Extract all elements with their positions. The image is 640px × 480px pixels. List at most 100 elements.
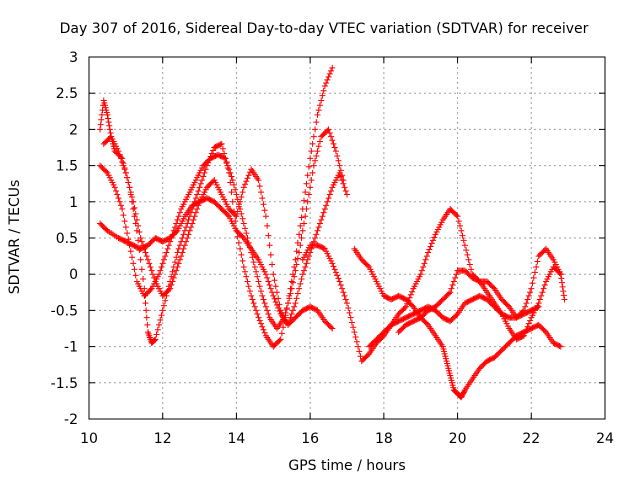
data-point xyxy=(218,140,225,147)
data-point xyxy=(148,267,155,274)
data-point xyxy=(431,234,438,241)
data-point xyxy=(251,263,258,270)
data-point xyxy=(116,151,123,158)
data-point xyxy=(325,126,332,133)
data-point xyxy=(162,297,169,304)
data-point xyxy=(305,163,312,170)
data-point xyxy=(345,304,352,311)
data-point xyxy=(275,295,282,302)
data-point xyxy=(319,92,326,99)
data-point xyxy=(126,184,133,191)
data-point xyxy=(524,296,531,303)
data-point xyxy=(253,268,260,275)
data-point xyxy=(191,213,198,220)
data-point xyxy=(264,307,271,314)
data-point xyxy=(402,303,409,310)
data-point xyxy=(162,253,169,260)
data-point xyxy=(240,184,247,191)
data-point xyxy=(559,279,565,286)
data-point xyxy=(129,193,135,200)
data-point xyxy=(520,332,527,339)
data-point xyxy=(323,202,330,209)
data-point xyxy=(143,253,150,260)
data-point xyxy=(173,254,180,261)
data-point xyxy=(404,300,411,307)
data-point xyxy=(468,266,475,273)
data-point xyxy=(289,307,296,314)
data-point xyxy=(262,271,269,278)
data-point xyxy=(422,256,429,263)
data-point xyxy=(453,212,460,219)
data-point xyxy=(449,282,456,289)
data-point xyxy=(330,263,337,270)
data-point xyxy=(104,111,111,118)
data-point xyxy=(313,231,320,238)
data-point xyxy=(131,204,138,211)
data-point xyxy=(131,266,138,273)
data-point xyxy=(423,320,430,327)
data-point xyxy=(557,271,564,278)
y-tick-label: 2 xyxy=(69,122,78,138)
series-2 xyxy=(97,126,347,332)
data-point xyxy=(355,343,362,350)
data-point xyxy=(320,245,327,252)
data-point xyxy=(298,276,305,283)
data-point xyxy=(292,267,299,274)
data-point xyxy=(262,213,269,220)
data-point xyxy=(222,155,229,162)
data-point xyxy=(292,300,299,307)
data-point xyxy=(256,317,263,324)
data-point xyxy=(425,249,432,256)
data-point xyxy=(337,282,344,289)
data-point xyxy=(156,271,163,278)
data-point xyxy=(265,311,272,318)
data-point xyxy=(246,288,253,295)
data-point xyxy=(245,172,252,179)
y-axis-label: SDTVAR / TECUs xyxy=(7,180,23,295)
data-point xyxy=(296,285,303,292)
data-point xyxy=(271,277,278,284)
data-point xyxy=(239,215,246,222)
data-point xyxy=(143,314,150,321)
data-point xyxy=(285,300,292,307)
data-point xyxy=(194,206,201,213)
data-point xyxy=(249,254,256,261)
data-point xyxy=(340,289,347,296)
data-point xyxy=(287,290,294,297)
data-point xyxy=(265,232,272,239)
data-point xyxy=(114,191,121,198)
data-point xyxy=(336,278,343,285)
data-point xyxy=(127,248,134,255)
data-point xyxy=(312,157,319,164)
data-point xyxy=(250,300,257,307)
data-point xyxy=(301,220,307,227)
data-point xyxy=(181,242,188,249)
data-point xyxy=(238,251,245,258)
data-point xyxy=(302,263,309,270)
data-point xyxy=(115,148,122,155)
data-point xyxy=(321,206,328,213)
series-7 xyxy=(366,206,564,350)
data-point xyxy=(504,302,511,309)
data-point xyxy=(249,296,256,303)
data-point xyxy=(289,279,296,286)
data-point xyxy=(329,325,336,332)
data-point xyxy=(239,189,246,196)
data-point xyxy=(337,173,344,180)
data-point xyxy=(302,213,309,220)
data-point xyxy=(256,283,263,290)
data-point xyxy=(353,338,360,345)
data-point xyxy=(454,213,461,220)
y-tick-label: 1.5 xyxy=(56,159,78,175)
data-point xyxy=(525,320,532,327)
series-3 xyxy=(97,169,350,328)
data-point xyxy=(417,271,424,278)
data-point xyxy=(117,155,124,162)
data-point xyxy=(224,162,231,169)
y-tick-label: 0.5 xyxy=(56,231,78,247)
data-point xyxy=(151,274,158,281)
data-point xyxy=(270,271,277,278)
data-point xyxy=(160,256,167,263)
data-point xyxy=(401,304,408,311)
data-point xyxy=(165,286,172,293)
